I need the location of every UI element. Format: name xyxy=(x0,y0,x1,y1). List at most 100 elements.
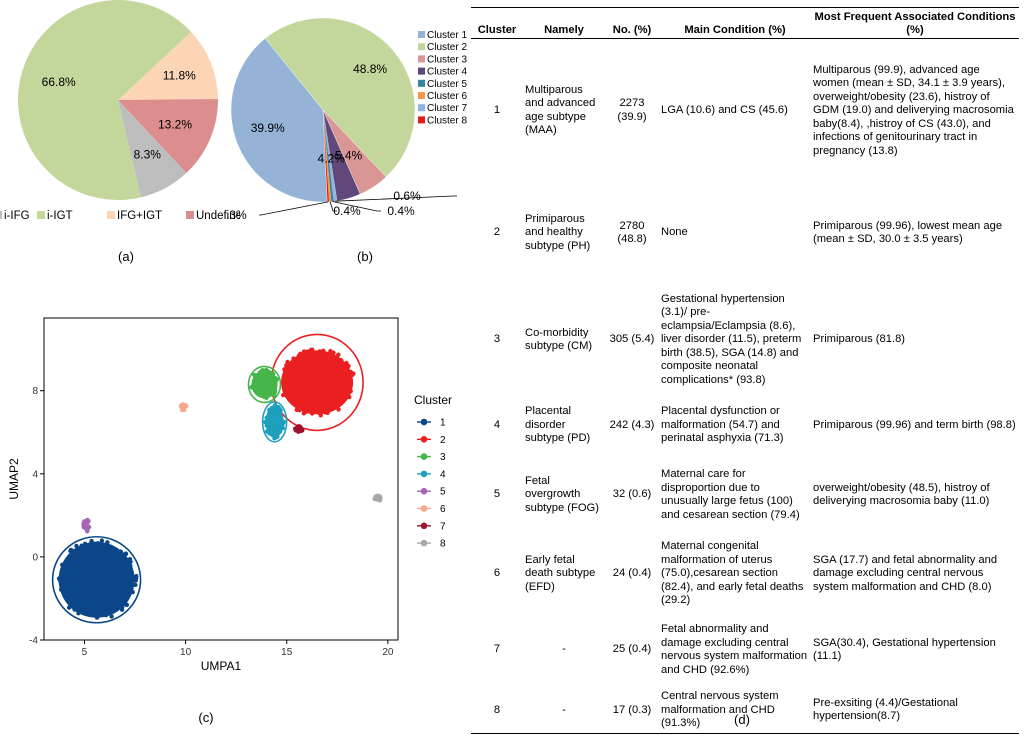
legend-item-cluster-7: Cluster 7 xyxy=(418,103,467,114)
y-tick-label: 4 xyxy=(32,469,38,480)
cluster-point xyxy=(306,407,312,413)
table-row: 3 Co-morbidity subtype (CM) 305 (5.4) Ge… xyxy=(471,283,1019,397)
cell-no: 25 (0.4) xyxy=(612,643,652,656)
cluster-point xyxy=(341,394,346,399)
plot-frame xyxy=(43,317,399,641)
legend-item-i-ifg: i-IFG xyxy=(0,210,30,222)
panel-label-a: (a) xyxy=(118,249,134,264)
panel-label-c: (c) xyxy=(198,710,214,725)
cluster-point xyxy=(269,372,274,378)
scatter-clusters xyxy=(51,333,383,624)
table-header-row: Cluster Namely No. (%) Main Condition (%… xyxy=(471,8,1019,39)
cell-main: Fetal abnormality and damage excluding c… xyxy=(661,623,808,676)
cluster-point xyxy=(69,554,74,560)
pie-value-label: 11.8% xyxy=(163,69,196,83)
legend-item-cluster-1: Cluster 1 xyxy=(418,30,467,41)
cluster-point xyxy=(321,348,326,353)
cluster-point xyxy=(249,385,254,390)
cluster-point xyxy=(291,356,296,361)
pie-slice-undefined xyxy=(118,99,218,174)
cluster-point xyxy=(280,422,285,428)
cluster-point xyxy=(86,518,91,524)
legend-label: 5 xyxy=(440,487,446,498)
legend-dot xyxy=(420,522,428,530)
legend-label: 6 xyxy=(440,504,446,515)
cluster-point xyxy=(118,549,123,554)
cluster-point xyxy=(74,543,79,549)
cluster-point xyxy=(81,546,86,551)
cluster-2-points xyxy=(270,333,364,432)
cell-assoc: overweight/obesity (48.5), histroy of de… xyxy=(813,481,990,508)
cluster-point xyxy=(124,602,130,608)
cluster-point xyxy=(97,612,103,618)
pie-a-value-labels: 11.8% 13.2% 8.3% 66.8% xyxy=(42,69,197,162)
cluster-3-points xyxy=(247,365,282,404)
pie-chart-b: 48.8%39.9%5.4%4.2%0.6%0.4%0.4%0.3% Clust… xyxy=(225,17,467,222)
cluster-point xyxy=(85,529,90,534)
pie-value-label: 0.3% xyxy=(225,208,247,222)
leader-line xyxy=(329,201,337,212)
cell-main: Maternal congenital malformation of uter… xyxy=(661,540,804,607)
cell-assoc: Multiparous (99.9), advanced age women (… xyxy=(813,63,1014,157)
legend-label: i-IGT xyxy=(47,210,73,222)
pie-slice-cluster-5 xyxy=(323,110,334,202)
legend-label: Cluster 1 xyxy=(427,30,467,41)
cluster-point xyxy=(347,394,352,400)
cell-no: 2273 (39.9) xyxy=(617,97,647,123)
cluster-point xyxy=(60,562,65,568)
leader-line xyxy=(335,195,457,202)
legend-item-cluster-3: Cluster 3 xyxy=(418,54,467,65)
pie-b-value-labels: 48.8%39.9%5.4%4.2%0.6%0.4%0.4%0.3% xyxy=(225,62,457,222)
y-tick-label: 8 xyxy=(32,386,38,397)
cluster-point xyxy=(277,429,283,434)
cell-assoc: Primiparous (99.96) and term birth (98.8… xyxy=(813,418,1016,431)
table-row: 7 - 25 (0.4) Fetal abnormality and damag… xyxy=(471,612,1019,688)
pie-chart-a: 11.8% 13.2% 8.3% 66.8% i-IFG i-IGT IFG+IGT Und… xyxy=(0,0,240,222)
table-row: 4 Placental disorder subtype (PD) 242 (4… xyxy=(471,397,1019,454)
cluster-point xyxy=(344,360,349,366)
legend-item-i-igt: i-IGT xyxy=(37,210,73,222)
pie-slice-cluster-2 xyxy=(264,17,416,178)
cluster-point xyxy=(88,542,94,547)
cluster-8-points xyxy=(372,493,383,503)
cell-assoc: SGA (17.7) and fetal abnormality and dam… xyxy=(813,553,998,593)
cluster-point xyxy=(90,611,96,616)
cluster-point xyxy=(284,363,289,368)
cluster-point xyxy=(66,605,72,610)
pie-value-label: 66.8% xyxy=(42,75,76,89)
cluster-point xyxy=(130,589,135,595)
cluster-point xyxy=(58,587,64,592)
legend-item-cluster-4: 4 xyxy=(417,469,446,480)
cluster-point xyxy=(89,538,94,544)
cluster-point xyxy=(275,405,281,411)
cluster-point xyxy=(272,436,277,441)
cell-no: 2780 (48.8) xyxy=(617,219,647,246)
cluster-point xyxy=(269,392,275,397)
cluster-point xyxy=(264,429,270,434)
legend-item-cluster-3: 3 xyxy=(417,452,446,463)
cluster-point xyxy=(82,541,88,547)
cluster-point xyxy=(99,538,105,543)
cluster-point xyxy=(108,546,113,551)
cluster-point xyxy=(112,547,117,553)
cluster-point xyxy=(346,380,351,385)
cluster-point xyxy=(262,394,267,400)
pie-slice-cluster-8 xyxy=(323,110,329,202)
cluster-7-points xyxy=(293,424,305,434)
cell-namely: Placental disorder subtype (PD) xyxy=(525,405,591,445)
cluster-body xyxy=(281,350,354,415)
cluster-3-ellipse xyxy=(247,365,282,404)
cluster-point xyxy=(126,589,131,595)
pie-value-label: 48.8% xyxy=(353,62,387,76)
legend-swatch xyxy=(186,211,194,219)
legend-swatch xyxy=(418,43,425,51)
cell-cluster: 5 xyxy=(493,488,501,501)
cell-main: Placental dysfunction or malformation (5… xyxy=(661,405,784,445)
pie-slice-cluster-6 xyxy=(323,110,332,202)
cluster-point xyxy=(128,579,133,585)
pie-value-label: 0.6% xyxy=(393,189,421,203)
legend-label: Cluster 7 xyxy=(427,103,467,114)
cluster-point xyxy=(282,367,287,372)
legend-item-cluster-4: Cluster 4 xyxy=(418,67,467,78)
